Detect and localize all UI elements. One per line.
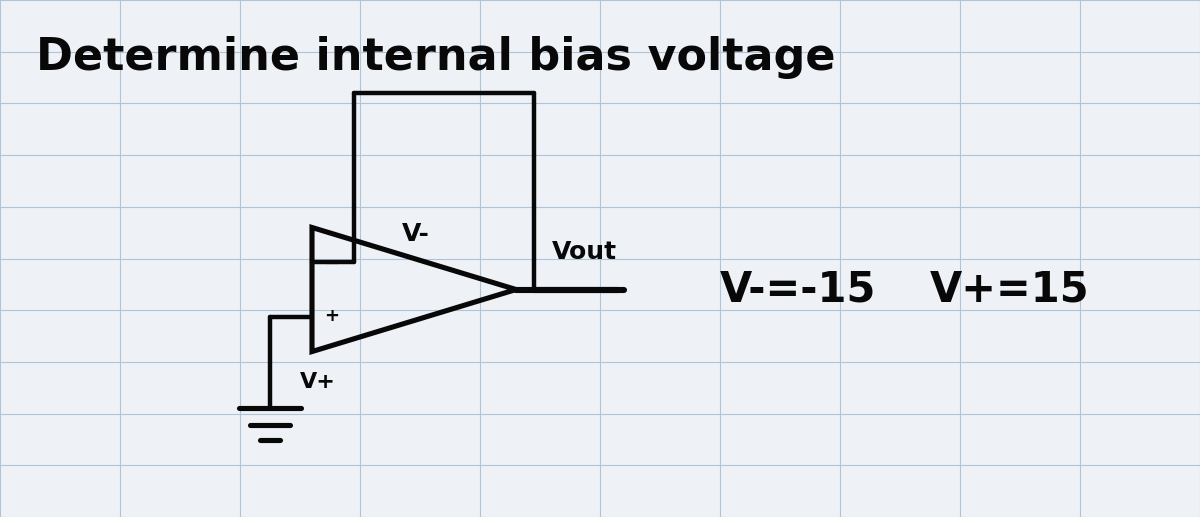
Text: +: +	[324, 307, 338, 325]
Text: V-=-15: V-=-15	[720, 268, 876, 311]
Text: V+=15: V+=15	[930, 268, 1090, 311]
Text: V+: V+	[300, 372, 336, 392]
Text: V-: V-	[402, 222, 430, 246]
Text: Vout: Vout	[552, 240, 617, 264]
Text: Determine internal bias voltage: Determine internal bias voltage	[36, 36, 835, 79]
Text: −: −	[324, 254, 338, 272]
